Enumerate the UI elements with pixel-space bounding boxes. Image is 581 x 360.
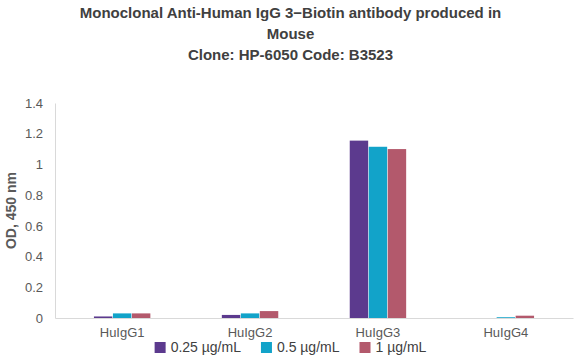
bar [113, 313, 131, 318]
y-tick: 0.2 [25, 280, 55, 295]
bar [132, 313, 150, 318]
y-tick: 1.2 [25, 126, 55, 141]
y-axis: 0 0.2 0.4 0.6 0.8 1 1.2 1.4 [25, 96, 56, 326]
legend-label: 1 µg/mL [376, 339, 427, 355]
x-tick-label: HuIgG1 [100, 325, 145, 340]
x-tick: HuIgG2 [228, 318, 273, 340]
legend: 0.25 µg/mL 0.5 µg/mL 1 µg/mL [155, 339, 427, 355]
bar [260, 311, 278, 318]
bars [94, 141, 534, 318]
x-tick: HuIgG3 [356, 318, 401, 340]
y-tick-label: 0.6 [25, 219, 43, 234]
y-axis-title: OD, 450 nm [3, 172, 19, 249]
legend-swatch [360, 342, 371, 353]
bar [369, 147, 387, 318]
y-tick: 0.8 [25, 188, 55, 203]
plot: 00.20.40.60.811.21.4HuIgG1HuIgG2HuIgG3Hu… [25, 96, 574, 341]
legend-swatch [155, 342, 166, 353]
x-tick: HuIgG4 [483, 318, 528, 340]
legend-item: 1 µg/mL [360, 339, 427, 355]
chart: Monoclonal Anti-Human IgG 3−Biotin antib… [0, 0, 581, 360]
y-tick-label: 1.4 [25, 96, 43, 111]
y-tick: 1.4 [25, 96, 55, 111]
legend-label: 0.5 µg/mL [277, 339, 340, 355]
x-axis: HuIgG1 HuIgG2 HuIgG3 HuIgG4 [56, 318, 574, 340]
y-tick-label: 1.2 [25, 126, 43, 141]
y-tick: 0.4 [25, 249, 55, 264]
bar [516, 316, 534, 318]
y-tick-label: 0.4 [25, 249, 43, 264]
bar [350, 141, 368, 318]
y-tick: 0.6 [25, 219, 55, 234]
x-tick-label: HuIgG3 [356, 325, 401, 340]
legend-item: 0.25 µg/mL [155, 339, 242, 355]
y-tick: 0 [36, 311, 55, 326]
x-tick-label: HuIgG2 [228, 325, 273, 340]
y-tick: 1 [36, 157, 55, 172]
y-tick-label: 0.8 [25, 188, 43, 203]
y-tick-label: 1 [36, 157, 43, 172]
title: Monoclonal Anti-Human IgG 3−Biotin antib… [80, 4, 502, 42]
legend-label: 0.25 µg/mL [171, 339, 242, 355]
bar [222, 315, 240, 318]
subtitle: Clone: HP-6050 Code: B3523 [188, 46, 393, 63]
bar [388, 149, 406, 318]
legend-swatch [261, 342, 272, 353]
bar [478, 318, 496, 319]
x-tick: HuIgG1 [100, 318, 145, 340]
x-axis-line [56, 318, 574, 319]
legend-item: 0.5 µg/mL [261, 339, 340, 355]
bar [497, 317, 515, 318]
y-axis-line [55, 104, 56, 319]
x-tick-label: HuIgG4 [483, 325, 528, 340]
y-tick-label: 0.2 [25, 280, 43, 295]
y-tick-label: 0 [36, 311, 43, 326]
bar [94, 316, 112, 318]
bar [241, 313, 259, 318]
